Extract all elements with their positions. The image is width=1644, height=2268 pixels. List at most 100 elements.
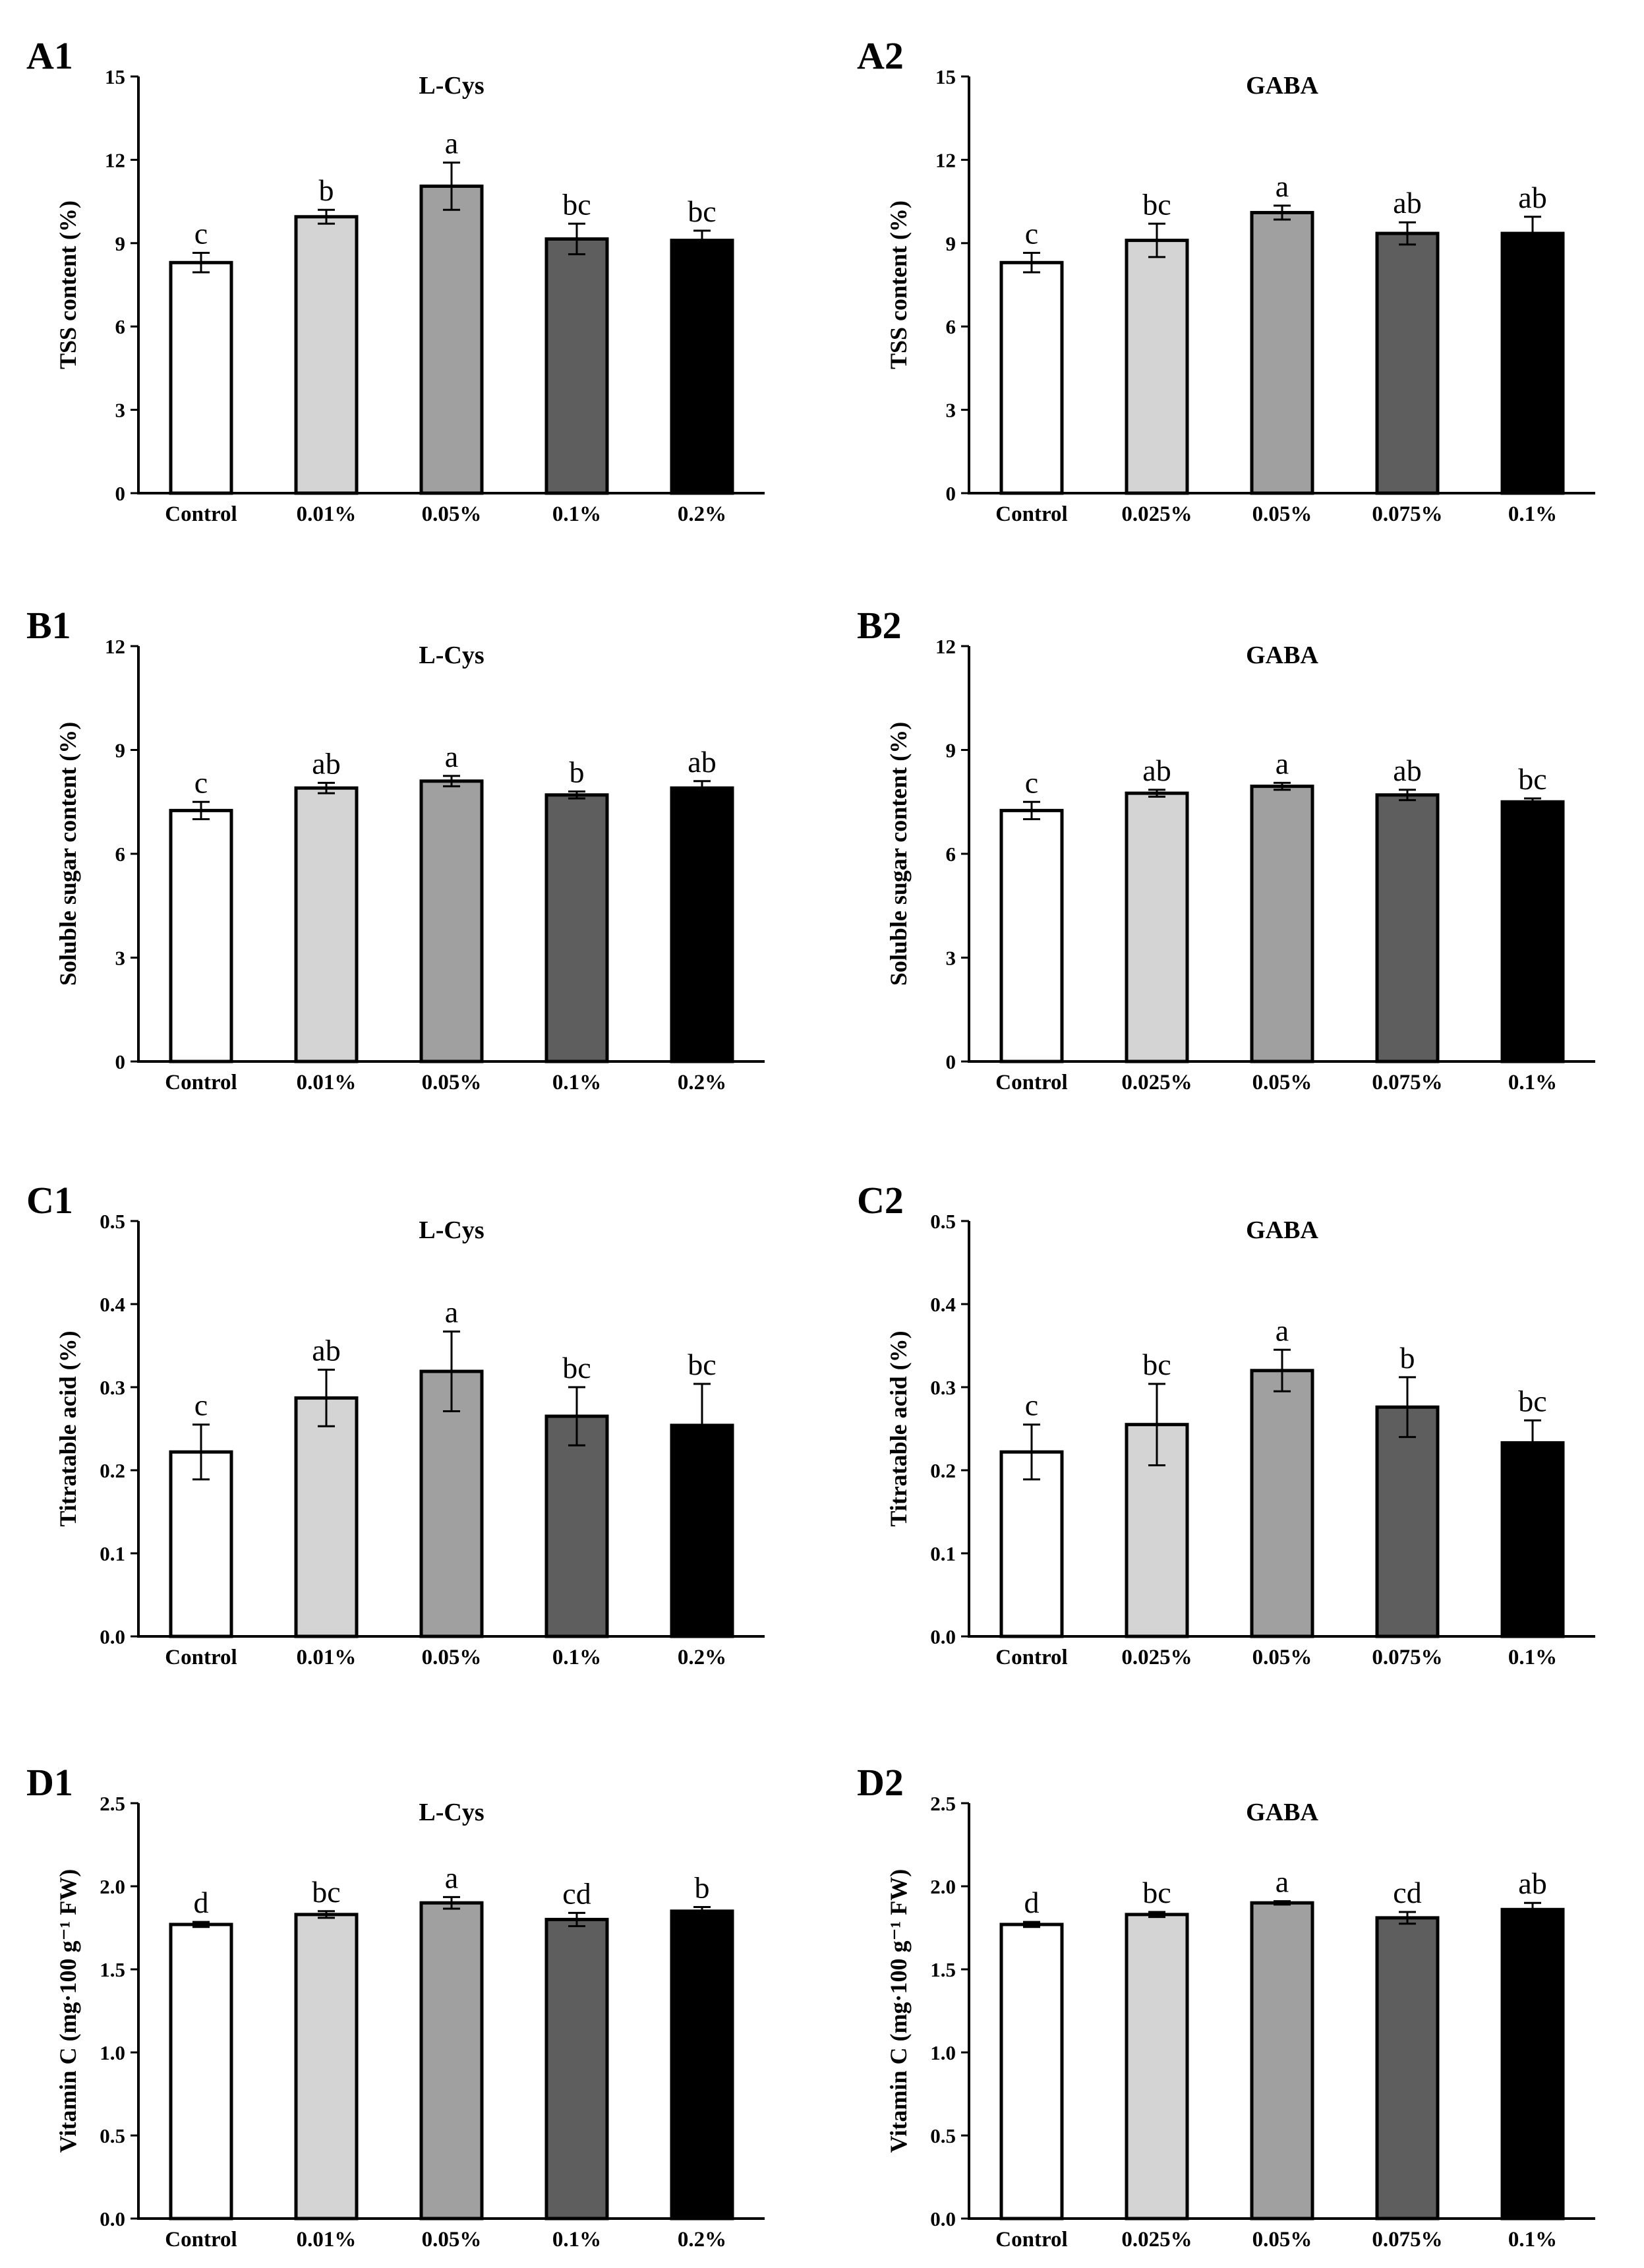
x-tick-label: 0.01%: [297, 2228, 357, 2252]
y-tick-label: 3: [115, 399, 126, 422]
y-tick-label: 3: [946, 399, 956, 422]
x-tick-label: 0.05%: [1252, 502, 1312, 526]
bar: [419, 184, 484, 495]
x-tick-label: Control: [165, 1646, 237, 1669]
significance-letter: ab: [1142, 754, 1171, 787]
panel-label: C1: [26, 1179, 73, 1222]
bar: [1250, 785, 1314, 1063]
bar: [294, 786, 359, 1063]
y-tick-label: 9: [115, 739, 126, 762]
bar: [169, 808, 233, 1063]
bar: [419, 1901, 484, 2221]
y-tick-label: 0.3: [930, 1376, 956, 1399]
chart-title: L-Cys: [419, 1799, 484, 1826]
x-tick-label: 0.1%: [552, 2228, 601, 2252]
bar: [670, 786, 734, 1063]
significance-letter: bc: [1142, 1876, 1171, 1909]
significance-letter: a: [1276, 169, 1289, 203]
y-tick-label: 0.2: [930, 1459, 956, 1482]
bar: [544, 793, 609, 1063]
x-tick-label: Control: [995, 1646, 1067, 1669]
y-tick-label: 0: [946, 1050, 956, 1073]
y-tick-label: 2.0: [930, 1875, 956, 1898]
significance-letter: a: [445, 740, 458, 773]
chart-title: GABA: [1246, 642, 1318, 669]
y-tick-label: 15: [105, 65, 125, 88]
significance-letter: c: [1025, 765, 1038, 799]
x-tick-label: Control: [165, 502, 237, 526]
y-tick-label: 9: [946, 739, 956, 762]
bar: [169, 260, 233, 495]
y-axis-title: Soluble sugar content (%): [55, 722, 81, 986]
bar: [294, 1913, 359, 2221]
significance-letter: d: [1024, 1886, 1040, 1919]
significance-letter: a: [1276, 746, 1289, 780]
bar: [1500, 1907, 1565, 2221]
significance-letter: c: [194, 1388, 208, 1422]
x-tick-label: 0.2%: [678, 1071, 726, 1094]
bar: [1500, 1441, 1565, 1638]
y-tick-label: 15: [935, 65, 956, 88]
y-tick-label: 2.5: [100, 1792, 125, 1815]
bar: [670, 1909, 734, 2221]
y-tick-label: 1.5: [100, 1958, 125, 1981]
panel-label: B1: [26, 604, 71, 647]
chart-b2: B2 GABA 0 3 6 9 12 Soluble sugar content (%) c Co…: [857, 604, 1595, 1094]
panel-label: B2: [857, 604, 902, 647]
y-tick-label: 12: [935, 635, 956, 658]
significance-letter: a: [445, 127, 458, 160]
significance-letter: b: [1400, 1341, 1415, 1375]
bar: [1500, 800, 1565, 1063]
x-tick-label: 0.1%: [552, 1071, 601, 1094]
significance-letter: bc: [562, 1351, 591, 1385]
y-axis-title: Vitamin C (mg·100 g⁻¹ FW): [885, 1869, 912, 2153]
y-axis-title: Vitamin C (mg·100 g⁻¹ FW): [55, 1869, 81, 2153]
y-axis-title: TSS content (%): [55, 200, 81, 369]
y-tick-label: 0.1: [100, 1542, 125, 1565]
bar: [544, 1414, 609, 1638]
panel-label: A2: [857, 34, 904, 77]
y-tick-label: 12: [105, 635, 125, 658]
x-tick-label: 0.025%: [1121, 2228, 1192, 2252]
significance-letter: bc: [1142, 187, 1171, 221]
significance-letter: c: [1025, 1388, 1038, 1422]
chart-title: L-Cys: [419, 1216, 484, 1244]
chart-d1: D1 L-Cys 0.0 0.5 1.0 1.5 2.0 2.5 Vitamin C (mg·1…: [26, 1761, 765, 2252]
x-tick-label: 0.05%: [422, 502, 482, 526]
significance-letter: ab: [1518, 181, 1546, 214]
significance-letter: d: [194, 1886, 209, 1919]
significance-letter: bc: [312, 1875, 340, 1909]
y-tick-label: 1.5: [930, 1958, 956, 1981]
x-tick-label: 0.025%: [1121, 1071, 1192, 1094]
x-tick-label: 0.05%: [1252, 1071, 1312, 1094]
significance-letter: cd: [1393, 1876, 1421, 1909]
y-tick-label: 9: [115, 232, 126, 255]
bar: [544, 237, 609, 495]
x-tick-label: Control: [165, 1071, 237, 1094]
significance-letter: bc: [562, 187, 591, 221]
y-tick-label: 0.5: [100, 2124, 125, 2147]
x-tick-label: 0.05%: [1252, 2228, 1312, 2252]
chart-title: GABA: [1246, 1216, 1318, 1244]
x-tick-label: 0.1%: [552, 1646, 601, 1669]
significance-letter: ab: [1518, 1866, 1546, 1900]
chart-b1: B1 L-Cys 0 3 6 9 12 Soluble sugar content (%) c C…: [26, 604, 765, 1094]
bar: [670, 239, 734, 495]
chart-c1: C1 L-Cys 0.0 0.1 0.2 0.3 0.4 0.5 Titratable acid…: [26, 1179, 765, 1669]
y-axis-title: Titratable acid (%): [55, 1330, 81, 1526]
x-tick-label: 0.05%: [422, 1646, 482, 1669]
y-tick-label: 1.0: [100, 2041, 125, 2064]
bar: [999, 808, 1064, 1063]
x-tick-label: 0.01%: [297, 1071, 357, 1094]
y-tick-label: 3: [946, 947, 956, 970]
significance-letter: b: [695, 1871, 710, 1905]
significance-letter: a: [1276, 1865, 1289, 1899]
bar: [294, 1396, 359, 1638]
x-tick-label: 0.075%: [1372, 1071, 1442, 1094]
significance-letter: c: [194, 217, 208, 251]
y-tick-label: 2.5: [930, 1792, 956, 1815]
y-tick-label: 12: [105, 148, 125, 171]
bar: [1125, 239, 1189, 495]
x-tick-label: Control: [995, 2228, 1067, 2252]
x-tick-label: 0.075%: [1372, 1646, 1442, 1669]
